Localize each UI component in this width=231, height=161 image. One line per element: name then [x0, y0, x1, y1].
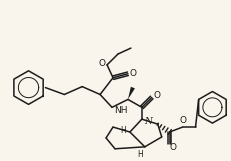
Text: O: O — [98, 59, 105, 68]
Text: O: O — [153, 91, 160, 100]
Text: O: O — [168, 143, 175, 152]
Text: H: H — [120, 126, 125, 135]
Polygon shape — [127, 87, 134, 99]
Text: O: O — [178, 116, 185, 125]
Text: H: H — [136, 150, 142, 159]
Text: O: O — [129, 69, 136, 78]
Text: N: N — [143, 117, 151, 126]
Text: NH: NH — [113, 106, 127, 115]
